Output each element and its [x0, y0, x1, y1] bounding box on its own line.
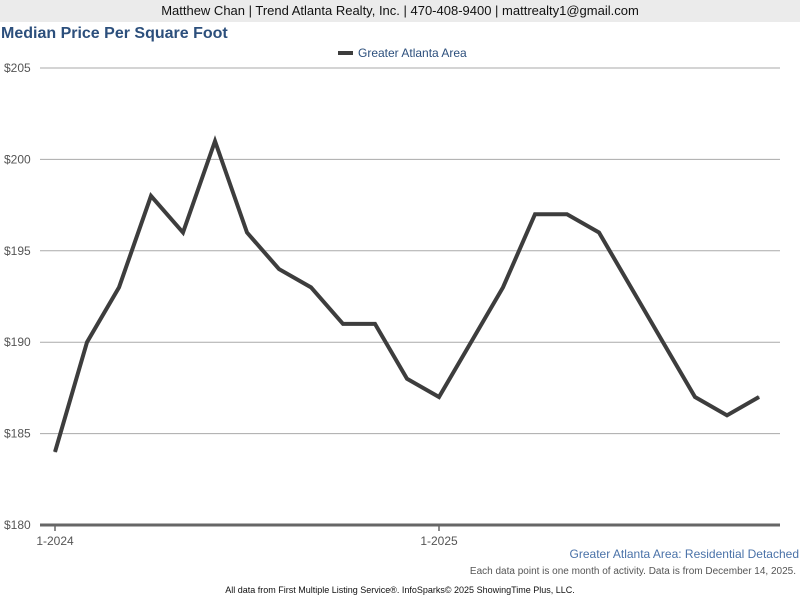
series-line	[53, 135, 760, 453]
legend-label: Greater Atlanta Area	[358, 46, 467, 60]
data-point	[662, 341, 664, 343]
data-point	[342, 323, 344, 325]
data-point	[214, 140, 216, 142]
legend: Greater Atlanta Area	[338, 46, 467, 60]
data-point	[246, 232, 248, 234]
x-tick-label: 1-2025	[420, 534, 458, 548]
data-point	[182, 232, 184, 234]
data-point	[630, 286, 632, 288]
footer-credit: All data from First Multiple Listing Ser…	[225, 585, 575, 595]
data-note: Each data point is one month of activity…	[469, 566, 796, 577]
y-tick-label: $205	[4, 61, 31, 75]
chart-title: Median Price Per Square Foot	[1, 25, 228, 42]
data-point	[470, 341, 472, 343]
chart-subtitle: Greater Atlanta Area: Residential Detach…	[569, 547, 799, 561]
data-point	[406, 378, 408, 380]
contact-header: Matthew Chan | Trend Atlanta Realty, Inc…	[0, 0, 800, 22]
data-point	[86, 341, 88, 343]
data-point	[118, 286, 120, 288]
data-point	[566, 213, 568, 215]
y-tick-label: $200	[4, 152, 31, 166]
y-tick-label: $180	[4, 518, 31, 532]
data-point	[694, 396, 696, 398]
data-point	[438, 396, 440, 398]
data-point	[502, 286, 504, 288]
data-point	[534, 213, 536, 215]
y-tick-label: $190	[4, 335, 31, 349]
x-tick-label: 1-2024	[36, 534, 74, 548]
data-point	[598, 232, 600, 234]
y-tick-label: $185	[4, 427, 31, 441]
data-point	[374, 323, 376, 325]
legend-swatch	[338, 51, 353, 55]
data-point	[310, 286, 312, 288]
data-point	[54, 451, 56, 453]
data-point	[278, 268, 280, 270]
data-point	[150, 195, 152, 197]
y-tick-label: $195	[4, 244, 31, 258]
data-point	[758, 396, 760, 398]
data-point	[726, 414, 728, 416]
